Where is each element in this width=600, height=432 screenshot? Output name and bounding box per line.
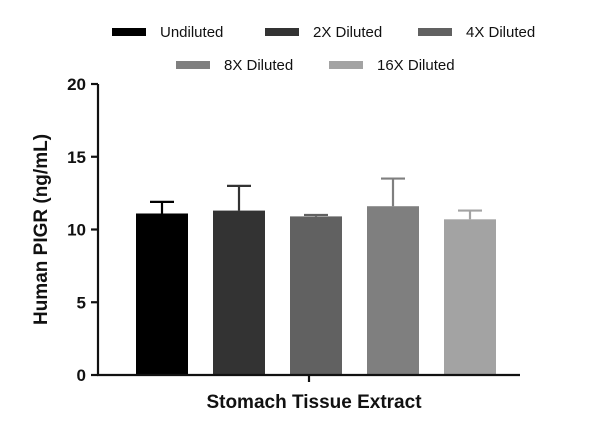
y-axis: 0 5 10 15 20 — [67, 75, 100, 385]
bar-1 — [213, 210, 265, 375]
legend-swatch-1 — [265, 28, 299, 36]
legend: Undiluted 2X Diluted 4X Diluted 8X Diluted 1… — [112, 24, 535, 74]
bars-group — [136, 177, 496, 375]
legend-swatch-2 — [418, 28, 452, 36]
y-tick-label-20: 20 — [67, 75, 86, 94]
y-tick-label-10: 10 — [67, 221, 86, 240]
y-tick-label-0: 0 — [77, 366, 86, 385]
legend-swatch-3 — [176, 61, 210, 69]
legend-label-2: 4X Diluted — [466, 24, 535, 41]
y-tick-label-15: 15 — [67, 148, 86, 167]
bar-2 — [290, 216, 342, 375]
bar-4 — [444, 219, 496, 375]
legend-label-4: 16X Diluted — [377, 57, 455, 74]
legend-label-3: 8X Diluted — [224, 57, 293, 74]
legend-label-0: Undiluted — [160, 24, 223, 41]
bar-0 — [136, 213, 188, 375]
legend-swatch-4 — [329, 61, 363, 69]
y-axis-title: Human PIGR (ng/mL) — [31, 134, 52, 325]
y-tick-label-5: 5 — [77, 293, 86, 312]
legend-swatch-0 — [112, 28, 146, 36]
legend-label-1: 2X Diluted — [313, 24, 382, 41]
bar-3 — [367, 206, 419, 375]
x-axis-title: Stomach Tissue Extract — [206, 392, 422, 413]
